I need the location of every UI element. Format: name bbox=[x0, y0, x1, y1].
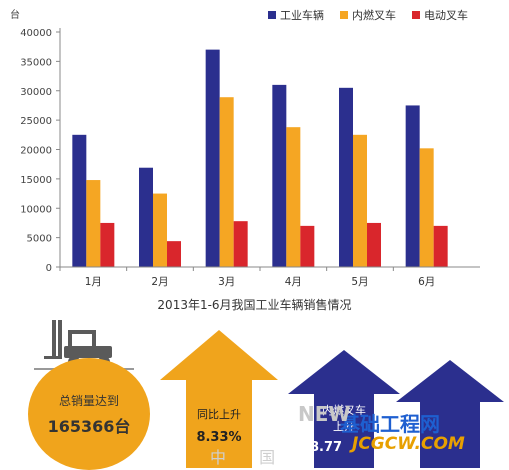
legend-label: 工业车辆 bbox=[280, 8, 324, 22]
y-tick-label: 35000 bbox=[20, 57, 52, 68]
x-axis: 1月 2月 3月 4月 5月 6月 bbox=[59, 266, 480, 288]
legend-label: 内燃叉车 bbox=[352, 8, 396, 22]
y-tick-label: 40000 bbox=[20, 28, 52, 39]
bar-2-2 bbox=[153, 193, 167, 267]
bar-1-5 bbox=[339, 87, 353, 267]
bar-3-6 bbox=[433, 225, 448, 267]
total-sales-value: 165366台 bbox=[47, 417, 131, 436]
x-tick-label: 5月 bbox=[351, 276, 368, 288]
yoy-growth-arrow: 同比上升 8.33% bbox=[160, 330, 278, 468]
watermark-new: NEW bbox=[298, 402, 351, 426]
watermark-cn: 中 国 bbox=[210, 448, 290, 467]
legend-swatch bbox=[340, 11, 348, 19]
ic-growth-arrow: 内燃叉车 上升 8.77 bbox=[288, 350, 400, 468]
legend-label: 电动叉车 bbox=[424, 8, 468, 22]
bar-1-3 bbox=[205, 49, 220, 267]
x-tick-label: 2月 bbox=[151, 276, 168, 288]
x-tick-label: 4月 bbox=[285, 276, 302, 288]
y-tick-label: 0 bbox=[46, 263, 52, 274]
up-arrow-icon bbox=[396, 360, 504, 468]
bars bbox=[72, 49, 448, 268]
ev-growth-arrow bbox=[396, 360, 504, 468]
x-tick-label: 6月 bbox=[418, 276, 435, 288]
y-tick-label: 20000 bbox=[20, 146, 52, 157]
bar-3-3 bbox=[233, 221, 248, 267]
total-sales-label: 总销量达到 bbox=[58, 394, 119, 408]
y-tick-label: 15000 bbox=[20, 175, 52, 186]
ic-growth-label: 内燃叉车 bbox=[322, 404, 366, 417]
infographic: 总销量达到 165366台 同比上升 8.33% 内燃叉车 上升 8.77 基础… bbox=[0, 318, 509, 470]
y-unit-label: 台 bbox=[10, 8, 20, 21]
bar-1-4 bbox=[272, 84, 287, 267]
y-tick-label: 25000 bbox=[20, 116, 52, 127]
x-tick-label: 3月 bbox=[218, 276, 235, 288]
y-tick-label: 10000 bbox=[20, 204, 52, 215]
legend-swatch bbox=[268, 11, 276, 19]
legend: 工业车辆 内燃叉车 电动叉车 bbox=[268, 8, 468, 22]
watermark-url: JCGCW.COM bbox=[352, 434, 465, 454]
yoy-growth-label: 同比上升 bbox=[197, 408, 241, 421]
chart-title: 2013年1-6月我国工业车辆销售情况 bbox=[157, 298, 352, 312]
up-arrow-icon bbox=[160, 330, 278, 468]
bar-2-6 bbox=[419, 148, 434, 267]
up-arrow-icon bbox=[288, 350, 400, 468]
bar-2-3 bbox=[219, 97, 234, 268]
bar-3-2 bbox=[167, 241, 181, 267]
watermark-text: 基础工程网 bbox=[340, 412, 440, 436]
y-axis: 0 5000 10000 15000 20000 25000 30000 35000 40000 bbox=[20, 28, 61, 274]
bar-3-4 bbox=[300, 225, 315, 267]
bar-chart: 台 工业车辆 内燃叉车 电动叉车 0 5000 10000 15000 20000 25000… bbox=[10, 8, 480, 288]
bar-3-1 bbox=[100, 222, 115, 267]
bar-2-4 bbox=[286, 127, 301, 267]
y-tick-label: 30000 bbox=[20, 87, 52, 98]
yoy-growth-value: 8.33% bbox=[196, 430, 242, 445]
bar-2-5 bbox=[353, 134, 367, 267]
legend-swatch bbox=[412, 11, 420, 19]
bar-1-1 bbox=[72, 134, 87, 267]
bar-1-6 bbox=[405, 105, 420, 267]
y-tick-label: 5000 bbox=[27, 234, 52, 245]
ic-growth-sub: 上升 bbox=[333, 420, 355, 433]
total-sales-circle: 总销量达到 165366台 bbox=[28, 358, 150, 470]
ic-growth-value: 8.77 bbox=[310, 440, 343, 455]
bar-2-1 bbox=[86, 180, 101, 267]
x-tick-label: 1月 bbox=[85, 276, 102, 288]
bar-1-2 bbox=[139, 167, 153, 267]
bar-3-5 bbox=[367, 222, 381, 267]
